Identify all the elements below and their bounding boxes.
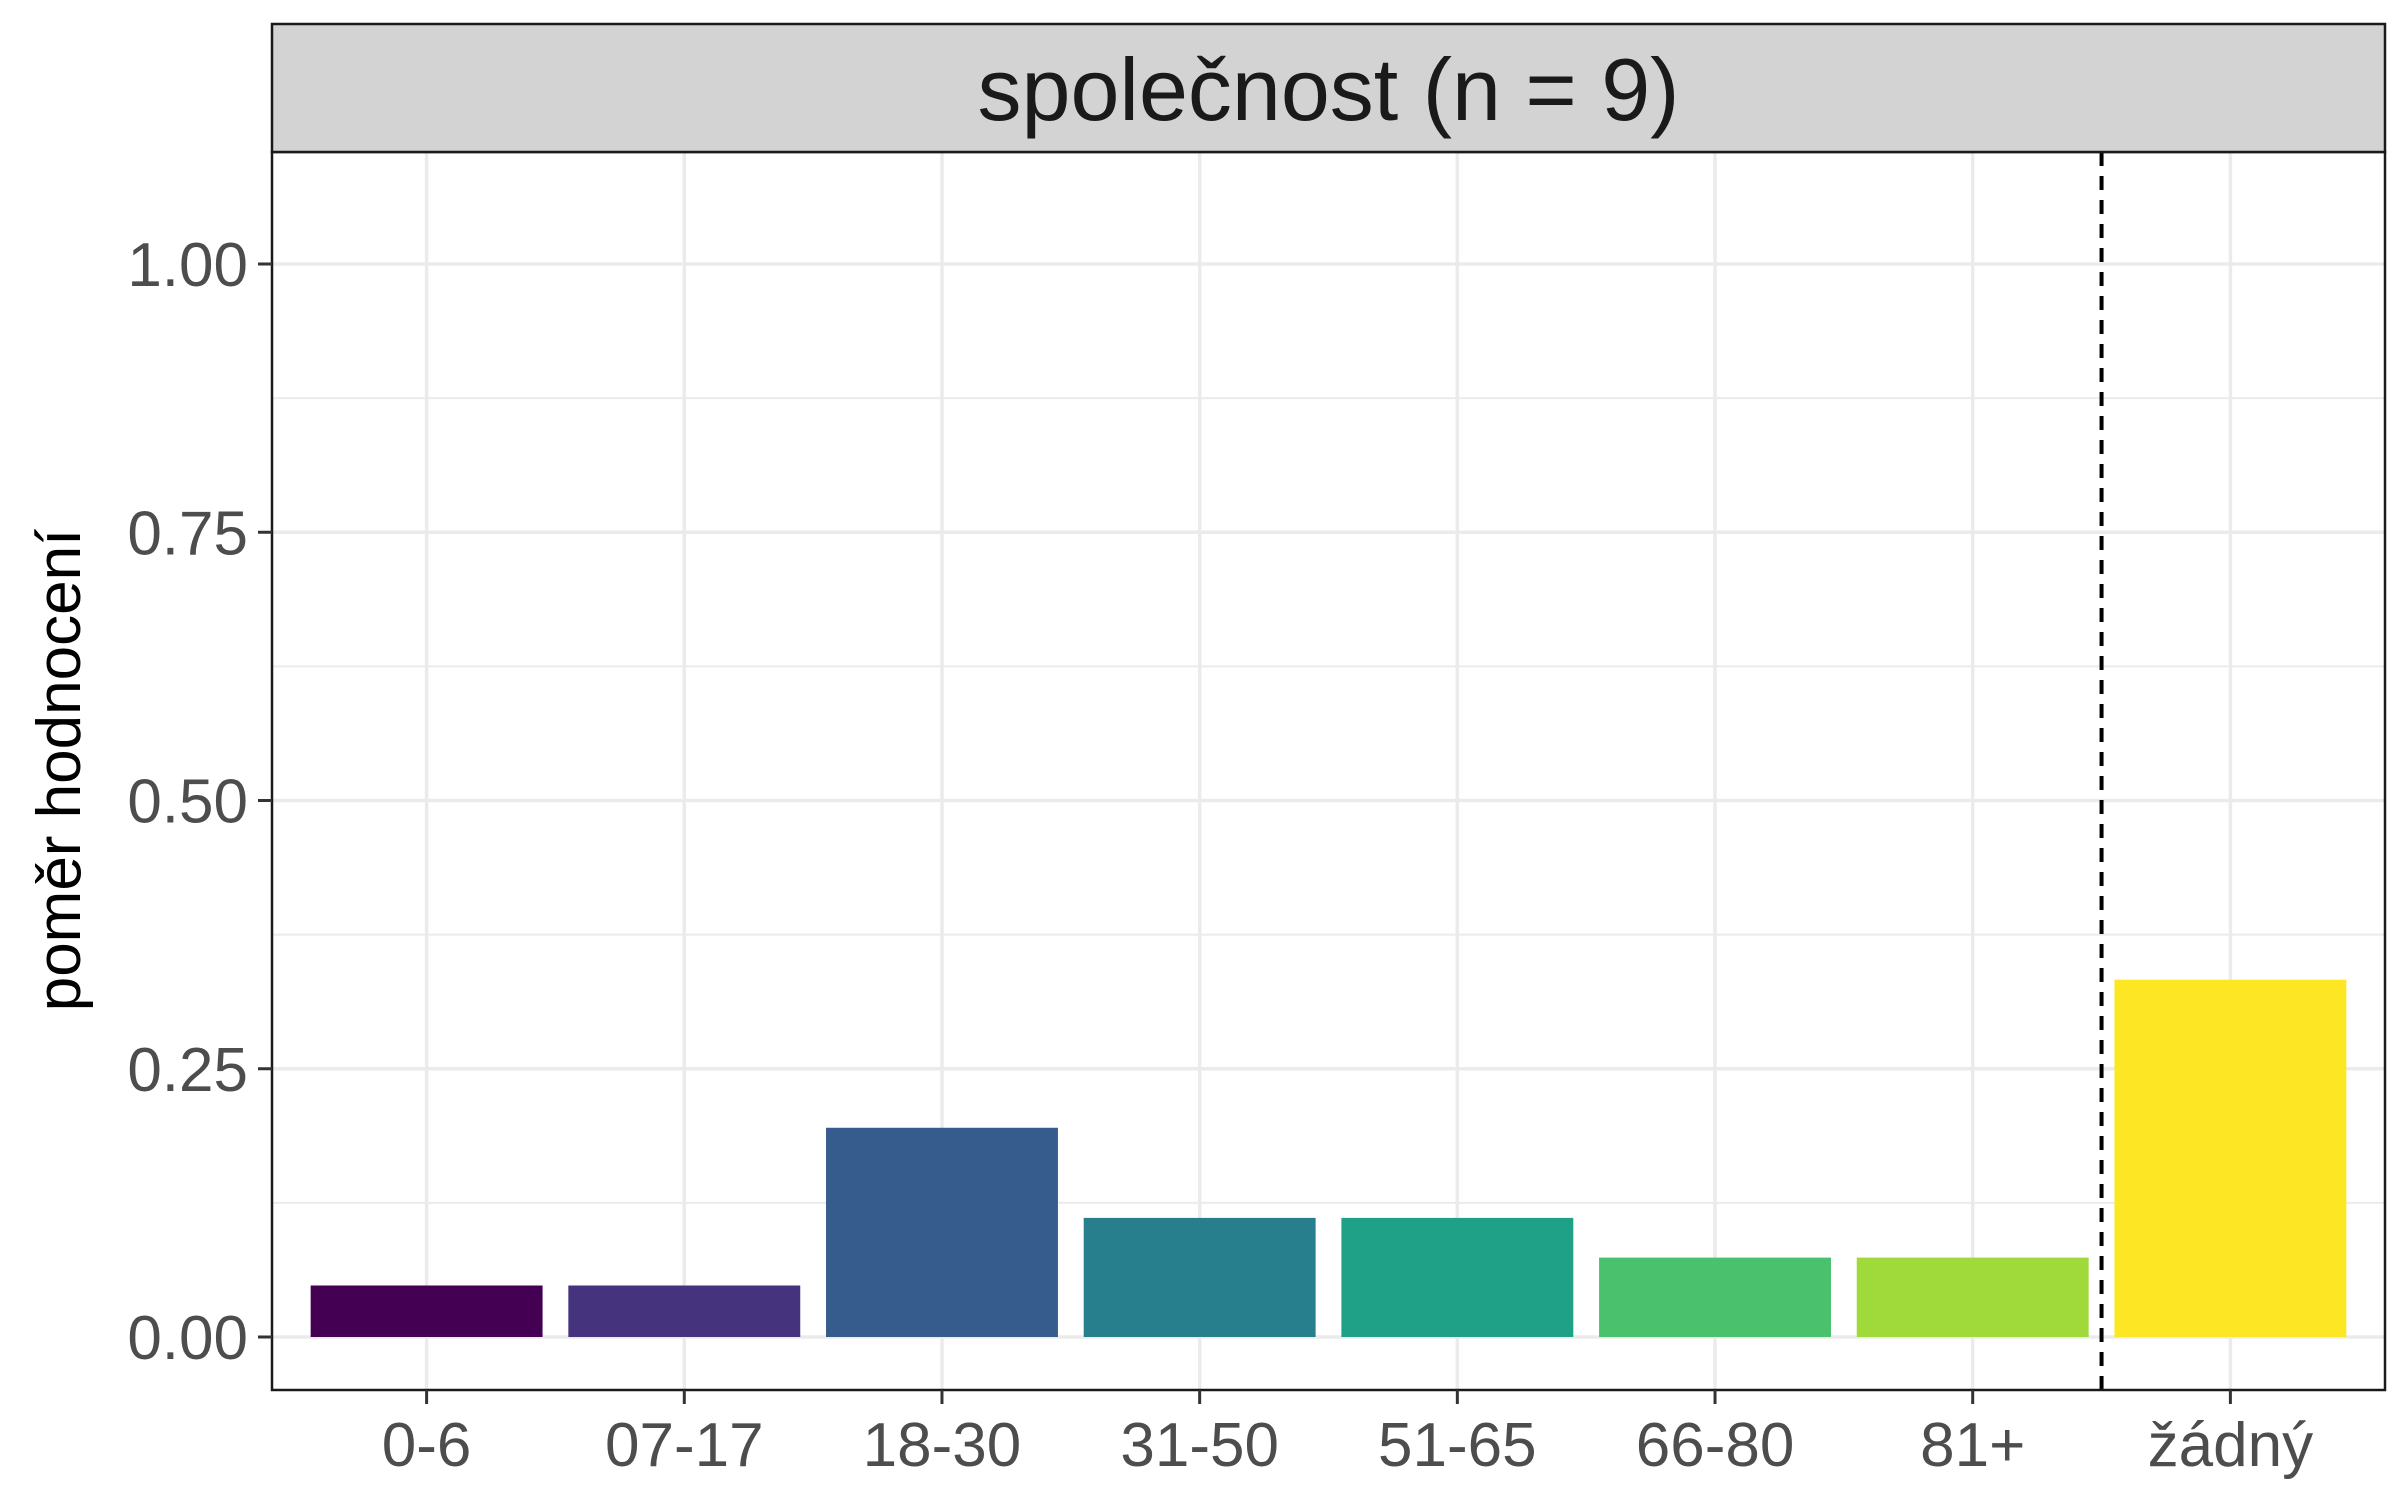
- bar-66-80: [1599, 1257, 1831, 1337]
- bar-0-6: [310, 1285, 543, 1337]
- y-tick-label: 0.00: [127, 1304, 248, 1373]
- y-tick-label: 0.25: [127, 1036, 248, 1105]
- y-tick-label: 0.75: [127, 499, 248, 568]
- x-tick-label: 0-6: [382, 1411, 472, 1480]
- x-tick-label: 51-65: [1378, 1411, 1537, 1480]
- facet-title: společnost (n = 9): [978, 40, 1680, 139]
- y-axis-title: poměr hodnocení: [25, 529, 94, 1012]
- panel-background: [272, 152, 2385, 1390]
- y-axis: 0.00 0.25 0.50 0.75 1.00: [127, 231, 272, 1373]
- bar-07-17: [568, 1285, 801, 1337]
- x-tick-label: 81+: [1920, 1411, 2025, 1480]
- facet-strip: [270, 22, 2387, 154]
- y-tick-label: 0.50: [127, 768, 248, 837]
- y-tick-label: 1.00: [127, 231, 248, 300]
- bar-31-50: [1083, 1217, 1316, 1337]
- bars-layer: [310, 979, 2347, 1337]
- x-tick-label: žádný: [2148, 1411, 2313, 1480]
- x-tick-label: 07-17: [605, 1411, 764, 1480]
- x-tick-label: 18-30: [863, 1411, 1022, 1480]
- grid-layer: [272, 152, 2385, 1390]
- x-tick-label: 66-80: [1636, 1411, 1795, 1480]
- bar-žádný: [2114, 979, 2347, 1337]
- x-tick-label: 31-50: [1120, 1411, 1279, 1480]
- bar-18-30: [826, 1127, 1058, 1337]
- x-axis: 0-6 07-17 18-30 31-50 51-65 66-80 81+ žádný: [382, 1390, 2313, 1480]
- bar-51-65: [1341, 1217, 1574, 1337]
- bar-81+: [1856, 1257, 2089, 1337]
